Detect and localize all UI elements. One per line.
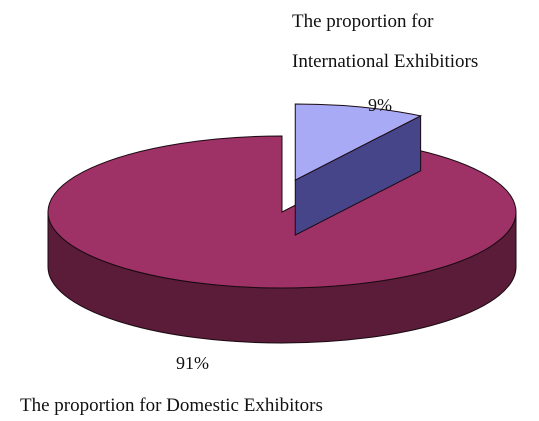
international-slice-label-line1: The proportion for <box>292 11 434 32</box>
international-slice-label-line2: International Exhibitiors <box>292 51 479 72</box>
international-slice-group <box>294 103 423 236</box>
domestic-slice-group <box>47 135 517 344</box>
domestic-slice-top <box>47 135 517 289</box>
domestic-slice-label: The proportion for Domestic Exhibitors <box>20 395 323 416</box>
international-slice-top <box>294 103 423 181</box>
international-slice-value-label: 9% <box>368 95 392 115</box>
domestic-slice-value-label: 91% <box>176 353 209 373</box>
